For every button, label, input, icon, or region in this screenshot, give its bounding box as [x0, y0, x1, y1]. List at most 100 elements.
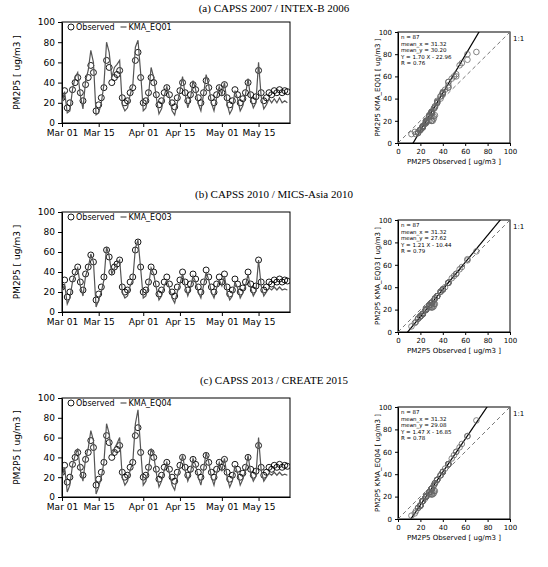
annotation: n = 87: [401, 34, 420, 40]
tick-label: 60: [461, 148, 470, 156]
tick-mark: [395, 99, 398, 100]
series-line: [62, 410, 287, 494]
legend-item: Observed: [68, 213, 115, 222]
y-axis-title: PM2P5 KMA_EQ03 [ ug/m3 ]: [374, 227, 382, 325]
tick-label: 80: [383, 426, 392, 434]
scatter-point: [465, 51, 471, 57]
tick: 0: [388, 329, 398, 337]
tick-mark: [143, 497, 144, 501]
plot-area: [398, 32, 510, 143]
plot-frame: [62, 398, 290, 497]
axis-line: [399, 519, 511, 520]
scatter-point: [430, 118, 436, 124]
tick-label: May 15: [243, 128, 276, 138]
tick-mark: [58, 312, 62, 313]
annotation: R = 0.76: [401, 60, 426, 66]
tick-label: 100: [38, 207, 55, 217]
tick-label: 60: [461, 337, 470, 345]
plot-area: [398, 407, 510, 519]
tick-label: 80: [484, 524, 493, 532]
tick: 60: [461, 332, 470, 345]
annotation: R = 0.78: [401, 435, 426, 441]
axis-line: [398, 221, 399, 333]
tick: 20: [416, 519, 425, 532]
tick: 100: [379, 217, 398, 225]
tick-label: 40: [439, 524, 448, 532]
tick-mark: [58, 232, 62, 233]
tick: May 15: [243, 123, 276, 138]
tick-label: Mar 01: [47, 502, 78, 512]
legend-symbol: [121, 26, 127, 27]
tick-label: 80: [484, 337, 493, 345]
tick-mark: [395, 332, 398, 333]
tick-mark: [180, 312, 181, 316]
series-line: [62, 40, 287, 115]
tick-label: 40: [44, 267, 56, 277]
tick: 80: [44, 38, 62, 48]
series-marker: [106, 440, 112, 446]
annotation: n = 87: [401, 409, 420, 415]
tick-label: 100: [38, 393, 55, 403]
scatter-point: [440, 91, 446, 97]
tick-mark: [222, 312, 223, 316]
identity-label: 1:1: [513, 410, 524, 418]
tick-label: 100: [379, 217, 392, 225]
axis: Mar 01Mar 15Apr 01Apr 15May 01May 15: [47, 497, 291, 512]
tick: 20: [383, 493, 398, 501]
y-axis-title: PM2P5 [ ug/m3 ]: [12, 35, 22, 110]
tick-label: 0: [396, 148, 400, 156]
tick: Mar 15: [84, 123, 115, 138]
tick-mark: [99, 497, 100, 501]
tick: 20: [44, 473, 62, 483]
tick-mark: [62, 312, 63, 316]
legend-label: KMA_EQ01: [129, 23, 172, 32]
axis-line: [398, 408, 399, 520]
tick-mark: [510, 143, 511, 146]
tick: 100: [38, 393, 62, 403]
series-line: [62, 240, 287, 307]
tick-mark: [488, 143, 489, 146]
tick-mark: [99, 123, 100, 127]
tick: 0: [49, 492, 62, 502]
tick: Apr 01: [129, 497, 159, 512]
tick: 80: [383, 426, 398, 434]
tick-label: 0: [49, 492, 55, 502]
tick: 40: [44, 453, 62, 463]
tick: May 01: [206, 312, 239, 327]
scatter-point: [465, 258, 471, 264]
tick: Apr 15: [165, 123, 195, 138]
series-marker: [67, 289, 73, 295]
tick-mark: [395, 474, 398, 475]
series-marker: [135, 49, 141, 55]
plot-frame: [62, 22, 290, 123]
identity-line: [398, 407, 510, 519]
tick: 20: [416, 332, 425, 345]
tick-label: 20: [416, 148, 425, 156]
tick-label: 60: [44, 58, 56, 68]
tick: 60: [383, 449, 398, 457]
chart-title: (c) CAPSS 2013 / CREATE 2015: [200, 374, 349, 387]
tick: 0: [49, 307, 62, 317]
identity-line: [398, 220, 510, 332]
tick: 100: [379, 29, 398, 37]
scatter-point: [465, 57, 471, 63]
tick-mark: [443, 332, 444, 335]
tick: May 15: [243, 312, 276, 327]
tick-label: May 01: [206, 502, 239, 512]
axis: 020406080100: [396, 143, 517, 156]
tick-mark: [465, 519, 466, 522]
tick-mark: [420, 143, 421, 146]
y-axis-title: PM2P5 KMA_EQ04 [ ug/m3 ]: [374, 414, 382, 512]
x-axis-title: PM2P5 Observed [ ug/m3 ]: [407, 534, 501, 542]
tick: May 01: [206, 497, 239, 512]
tick: May 01: [206, 123, 239, 138]
tick-mark: [58, 292, 62, 293]
tick: 60: [44, 433, 62, 443]
tick-label: 80: [44, 38, 56, 48]
series-marker: [62, 277, 68, 283]
scatter-point: [453, 271, 459, 277]
tick-label: 100: [379, 404, 392, 412]
tick-label: 40: [383, 95, 392, 103]
tick: 40: [44, 78, 62, 88]
tick-label: 100: [379, 29, 392, 37]
